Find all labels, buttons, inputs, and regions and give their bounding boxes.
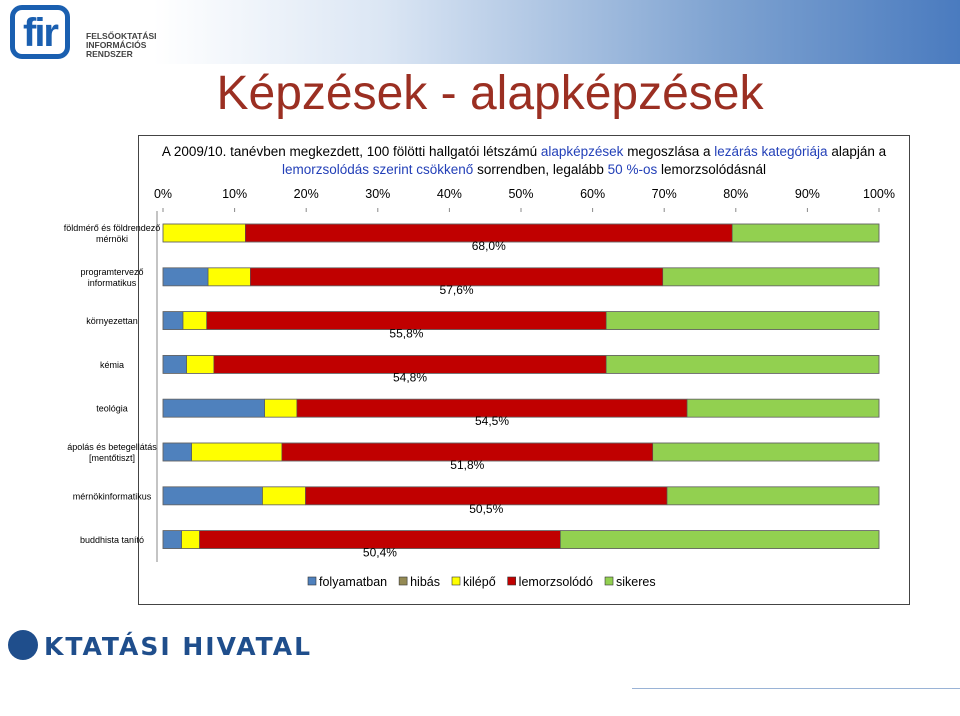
bar-segment-kilépő (186, 355, 215, 374)
x-tick-label: 30% (365, 187, 390, 201)
logo-caption: FELSŐOKTATÁSI INFORMÁCIÓS RENDSZER (86, 32, 157, 59)
x-tick-label: 70% (652, 187, 677, 201)
legend-label: hibás (410, 575, 440, 589)
bar-segment-kilépő (207, 267, 251, 287)
bar-segment-sikeres (662, 267, 880, 287)
logo-line-1: FELSŐOKTATÁSI (86, 31, 157, 41)
logo-line-3: RENDSZER (86, 49, 133, 59)
bar-segment-sikeres (731, 223, 880, 243)
bar-segment-sikeres (605, 355, 880, 374)
subtitle-part: alapján a (827, 144, 887, 159)
header-band (0, 0, 960, 64)
bar-outline (162, 354, 880, 374)
subtitle-highlight: 50 %-os (607, 162, 658, 177)
logo-frame: fir (10, 5, 70, 59)
legend-label: kilépő (463, 575, 496, 589)
data-label: 55,8% (389, 327, 423, 341)
legend-swatch (604, 576, 614, 586)
x-tick-label: 100% (863, 187, 895, 201)
bar-segment-kilépő (182, 311, 207, 330)
bar-segment-kilépő (262, 486, 306, 506)
category-label: informatikus (88, 278, 137, 288)
data-label: 50,4% (363, 546, 397, 560)
x-tick-label: 10% (222, 187, 247, 201)
category-label: mérnökinformatikus (73, 491, 152, 501)
subtitle-part: A 2009/10. tanévben megkezdett, 100 fölö… (161, 144, 541, 159)
bar-outline (162, 486, 880, 506)
bar-segment-kilépő (162, 223, 246, 243)
bar-segment-folyamatban (162, 267, 209, 287)
bar-segment-sikeres (652, 442, 880, 462)
page-title: Képzések - alapképzések (216, 67, 764, 120)
subtitle-highlight: lemorzsolódás szerint csökkenő (281, 162, 478, 177)
bar-outline (162, 442, 880, 462)
category-label: ápolás és betegellátás (67, 442, 157, 452)
legend-label: folyamatban (319, 575, 387, 589)
category-label: buddhista tanító (80, 535, 144, 545)
legend-swatch (451, 576, 461, 586)
x-tick-label: 50% (508, 187, 533, 201)
legend-label: lemorzsolódó (519, 575, 593, 589)
subtitle-highlight: alapképzések (540, 144, 624, 159)
logo-letters: fir (23, 11, 59, 55)
bar-segment-sikeres (686, 398, 880, 418)
bar-outline (162, 398, 880, 418)
bar-segment-folyamatban (162, 355, 187, 374)
data-label: 57,6% (440, 283, 474, 297)
bottom-logo-text: KTATÁSI HIVATAL (44, 632, 313, 661)
bar-outline (162, 267, 880, 287)
x-tick-label: 60% (580, 187, 605, 201)
subtitle-part: megoszlása a (623, 144, 715, 159)
fir-logo[interactable]: fir FELSŐOKTATÁSI INFORMÁCIÓS RENDSZER (10, 5, 170, 63)
subtitle-part: sorrendben, legalább (477, 162, 608, 177)
category-label: teológia (96, 404, 128, 414)
oktatasi-hivatal-logo[interactable]: KTATÁSI HIVATAL (8, 630, 348, 670)
bar-outline (162, 530, 880, 549)
legend-swatch (398, 576, 408, 586)
bar-segment-folyamatban (162, 398, 265, 418)
x-tick-label: 40% (437, 187, 462, 201)
bar-segment-folyamatban (162, 486, 263, 506)
data-label: 68,0% (472, 239, 506, 253)
category-label: környezettan (86, 316, 138, 326)
category-label: programtervező (80, 267, 143, 277)
bar-segment-folyamatban (162, 311, 184, 330)
x-tick-label: 20% (294, 187, 319, 201)
legend-swatch (307, 576, 317, 586)
logo-circle-icon (8, 630, 38, 660)
category-label: [mentőtiszt] (89, 453, 135, 463)
category-label: földmérő és földrendező (64, 223, 161, 233)
category-label: kémia (100, 360, 124, 370)
chart-subtitle: A 2009/10. tanévben megkezdett, 100 fölö… (146, 143, 902, 179)
x-tick-label: 90% (795, 187, 820, 201)
x-tick-label: 80% (723, 187, 748, 201)
bar-segment-folyamatban (162, 530, 182, 549)
subtitle-highlight: lezárás kategóriája (714, 144, 828, 159)
bar-segment-kilépő (264, 398, 298, 418)
logo-line-2: INFORMÁCIÓS (86, 40, 147, 50)
category-label: mérnöki (96, 234, 128, 244)
subtitle-part: lemorzsolódásnál (657, 162, 767, 177)
data-label: 54,8% (393, 370, 427, 384)
bar-segment-sikeres (605, 311, 880, 330)
x-tick-label: 0% (154, 187, 172, 201)
data-label: 54,5% (475, 414, 509, 428)
bar-segment-kilépő (181, 530, 200, 549)
bar-segment-folyamatban (162, 442, 192, 462)
legend-swatch (507, 576, 516, 586)
bar-outline (162, 223, 880, 243)
footer-divider (632, 688, 960, 689)
bar-segment-sikeres (560, 530, 880, 549)
bar-segment-kilépő (191, 442, 283, 462)
data-label: 50,5% (469, 502, 503, 516)
data-label: 51,8% (450, 458, 484, 472)
bar-segment-sikeres (666, 486, 880, 506)
bar-outline (162, 311, 880, 331)
legend-label: sikeres (616, 575, 656, 589)
